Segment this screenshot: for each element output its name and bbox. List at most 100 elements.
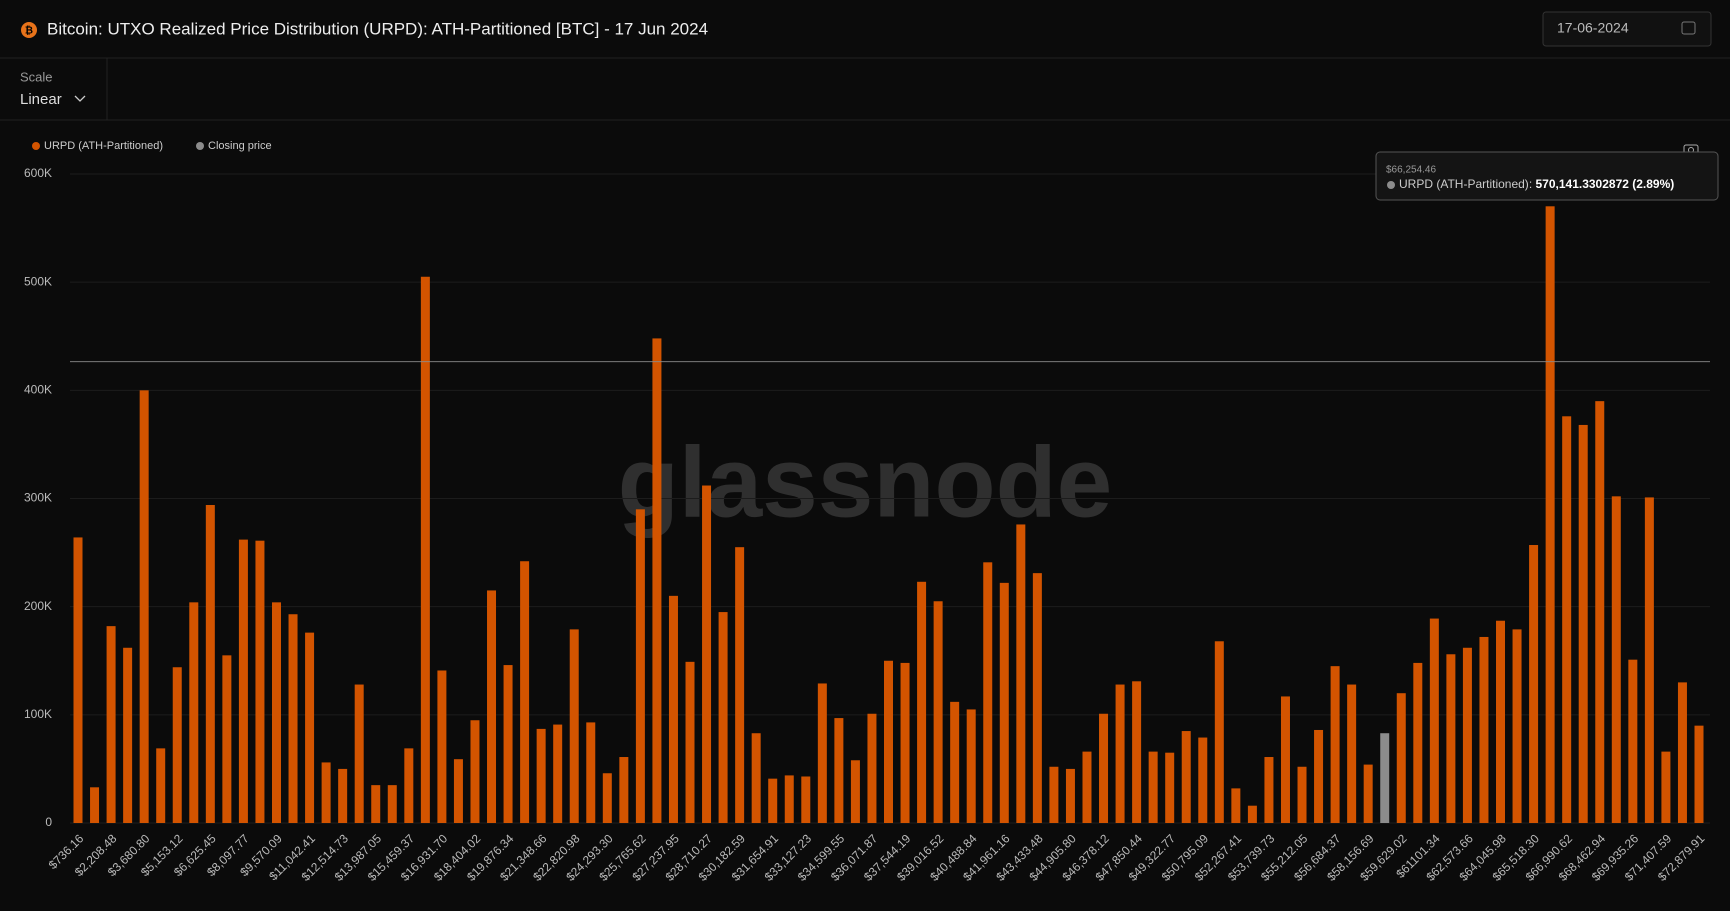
bar (1545, 206, 1555, 824)
bar (702, 485, 712, 823)
bar (1280, 696, 1290, 823)
bar (1082, 751, 1092, 823)
bar (619, 757, 629, 823)
legend-label[interactable]: Closing price (208, 140, 272, 152)
bar (668, 595, 678, 823)
bar (338, 768, 348, 823)
bar (139, 390, 149, 823)
bar (1429, 618, 1439, 823)
bar (1644, 497, 1654, 823)
bar (635, 509, 645, 823)
bar (1264, 757, 1274, 823)
tooltip-value: 570,141.3302872 (2.89%) (1535, 177, 1674, 191)
bar (652, 338, 662, 823)
bar (999, 582, 1009, 823)
bar (1314, 729, 1324, 823)
bar (1214, 641, 1224, 823)
bar (189, 602, 199, 823)
bar (1132, 681, 1142, 823)
y-tick-label: 500K (24, 274, 52, 288)
bar (983, 562, 993, 823)
bar (536, 728, 546, 823)
legend-dot (32, 142, 40, 150)
bar (1661, 751, 1671, 823)
tooltip-text: URPD (ATH-Partitioned): 570,141.3302872 … (1399, 177, 1674, 191)
y-tick-label: 0 (45, 815, 52, 829)
bar (1099, 713, 1109, 823)
bar (123, 647, 133, 823)
calendar-icon (1681, 21, 1696, 35)
bar (768, 778, 778, 823)
bar (1446, 654, 1456, 823)
bar (718, 612, 728, 823)
bar (933, 601, 943, 823)
bar (1065, 768, 1075, 823)
bar (1115, 684, 1125, 823)
bar (172, 667, 182, 823)
tooltip-series: URPD (ATH-Partitioned) (1399, 177, 1529, 191)
bar (437, 670, 447, 823)
bar (1462, 647, 1472, 823)
bar (1595, 401, 1605, 823)
bar (1628, 659, 1638, 823)
bar (784, 775, 794, 823)
bar (602, 773, 612, 823)
bar (106, 626, 116, 823)
y-tick-label: 100K (24, 707, 52, 721)
coin-icon (21, 22, 37, 38)
bar (90, 787, 100, 823)
bar (321, 762, 331, 823)
bar (487, 590, 497, 823)
watermark: glassnode (618, 426, 1113, 538)
bar (1231, 788, 1241, 823)
bar (735, 547, 745, 823)
bar (1330, 666, 1340, 823)
page-title: Bitcoin: UTXO Realized Price Distributio… (47, 19, 708, 38)
y-tick-label: 400K (24, 383, 52, 397)
bar (850, 760, 860, 823)
bar (520, 561, 530, 823)
bar (1611, 496, 1621, 823)
scale-select[interactable]: Linear (20, 91, 62, 108)
bar (288, 614, 298, 823)
bar (917, 581, 927, 823)
bar (1380, 733, 1390, 823)
bar (1032, 573, 1042, 823)
bar (586, 722, 596, 823)
bar (1578, 424, 1588, 823)
date-picker[interactable] (1542, 11, 1712, 47)
bar (453, 759, 463, 823)
bar (1512, 629, 1522, 823)
bar (1677, 682, 1687, 823)
bar (1181, 731, 1191, 823)
bar (387, 785, 397, 823)
bar (1496, 620, 1506, 823)
bar (1297, 766, 1307, 823)
bar (1529, 545, 1539, 823)
bar (371, 785, 381, 823)
bar (1694, 725, 1704, 823)
bar (255, 540, 265, 823)
bar (503, 665, 513, 823)
bar (271, 602, 281, 823)
date-value: 17-06-2024 (1557, 20, 1629, 36)
bar (420, 276, 430, 824)
bar (1247, 805, 1257, 823)
legend-label[interactable]: URPD (ATH-Partitioned) (44, 140, 163, 152)
bar (966, 709, 976, 823)
bar (950, 701, 960, 823)
bar (569, 629, 579, 823)
bar (1562, 416, 1572, 823)
bar (1396, 693, 1406, 823)
bar (156, 748, 166, 823)
y-tick-label: 200K (24, 599, 52, 613)
bar (1479, 636, 1489, 823)
bar (1413, 662, 1423, 823)
y-tick-label: 300K (24, 491, 52, 505)
bar (404, 748, 414, 823)
bar (867, 713, 877, 823)
bar (801, 776, 811, 823)
tooltip-title: $66,254.46 (1386, 165, 1436, 176)
tooltip-box (1375, 151, 1719, 201)
